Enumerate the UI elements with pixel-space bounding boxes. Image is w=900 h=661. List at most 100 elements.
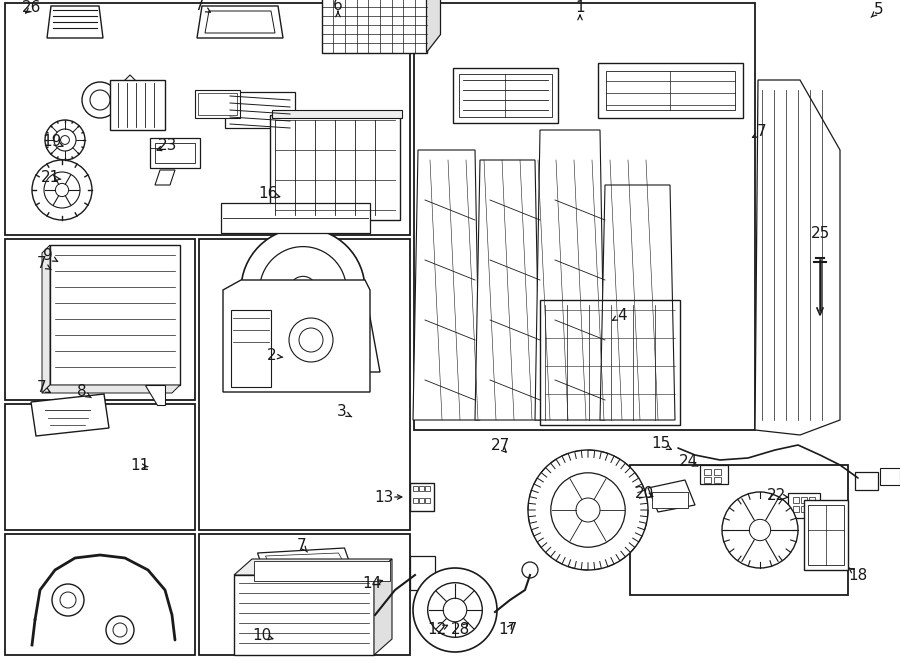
- Circle shape: [289, 318, 333, 362]
- Bar: [606, 71, 734, 110]
- Bar: [5, 3, 410, 235]
- Polygon shape: [205, 11, 275, 33]
- Bar: [5, 239, 195, 400]
- Bar: [254, 561, 390, 581]
- Text: 7: 7: [195, 0, 205, 13]
- Circle shape: [750, 520, 770, 541]
- Circle shape: [290, 276, 317, 303]
- Bar: [788, 493, 820, 518]
- Circle shape: [259, 247, 346, 333]
- Text: 2: 2: [267, 348, 277, 364]
- Bar: [809, 497, 815, 503]
- Polygon shape: [42, 385, 180, 393]
- Circle shape: [60, 592, 76, 608]
- Text: 6: 6: [333, 0, 343, 13]
- Circle shape: [106, 616, 134, 644]
- Text: 13: 13: [374, 490, 393, 504]
- Text: 22: 22: [768, 488, 787, 504]
- Polygon shape: [42, 245, 50, 393]
- Bar: [700, 465, 728, 484]
- Text: 27: 27: [491, 438, 509, 453]
- Text: 8: 8: [77, 385, 86, 399]
- Bar: [221, 203, 370, 233]
- Bar: [272, 110, 402, 118]
- Text: 7: 7: [297, 539, 307, 553]
- Bar: [410, 483, 434, 511]
- Bar: [199, 239, 410, 530]
- Circle shape: [113, 623, 127, 637]
- Bar: [321, 0, 427, 52]
- Circle shape: [54, 129, 76, 151]
- Circle shape: [722, 492, 798, 568]
- Circle shape: [428, 583, 482, 637]
- Text: 3: 3: [338, 405, 346, 420]
- Ellipse shape: [90, 90, 110, 110]
- Text: 11: 11: [130, 459, 149, 473]
- Bar: [453, 67, 557, 122]
- Bar: [809, 506, 815, 512]
- Bar: [804, 500, 848, 570]
- Bar: [704, 469, 711, 475]
- Circle shape: [413, 568, 497, 652]
- Circle shape: [299, 328, 323, 352]
- Circle shape: [52, 584, 84, 616]
- Text: 9: 9: [43, 249, 53, 264]
- Text: 14: 14: [363, 576, 382, 592]
- Bar: [155, 143, 195, 163]
- Polygon shape: [145, 385, 165, 405]
- Text: 19: 19: [42, 134, 62, 149]
- Bar: [801, 506, 807, 512]
- Circle shape: [44, 172, 80, 208]
- Bar: [414, 3, 755, 430]
- Circle shape: [522, 562, 538, 578]
- Polygon shape: [223, 280, 370, 392]
- Circle shape: [45, 120, 85, 160]
- Circle shape: [443, 598, 467, 622]
- Text: 7: 7: [757, 124, 767, 139]
- Text: 12: 12: [428, 623, 446, 637]
- Bar: [855, 472, 878, 490]
- Bar: [598, 63, 742, 118]
- Bar: [110, 80, 165, 130]
- Circle shape: [551, 473, 625, 547]
- Polygon shape: [31, 394, 109, 436]
- Text: 26: 26: [22, 1, 41, 15]
- Ellipse shape: [82, 82, 118, 118]
- Bar: [425, 498, 430, 503]
- Bar: [413, 486, 418, 491]
- Text: 1: 1: [575, 1, 585, 15]
- Bar: [5, 534, 195, 655]
- Text: 17: 17: [499, 623, 517, 637]
- Bar: [793, 497, 799, 503]
- Bar: [458, 73, 552, 116]
- Text: 25: 25: [810, 227, 830, 241]
- Text: 23: 23: [158, 139, 177, 153]
- Polygon shape: [257, 548, 353, 576]
- Bar: [630, 465, 848, 595]
- Bar: [540, 300, 680, 425]
- Bar: [425, 486, 430, 491]
- Circle shape: [241, 228, 365, 352]
- Circle shape: [60, 136, 69, 144]
- Polygon shape: [374, 559, 392, 655]
- Bar: [714, 477, 721, 483]
- Bar: [225, 92, 295, 128]
- Polygon shape: [266, 553, 346, 570]
- Text: 24: 24: [679, 455, 698, 469]
- Bar: [793, 506, 799, 512]
- Text: 16: 16: [258, 186, 278, 202]
- Bar: [704, 477, 711, 483]
- Bar: [714, 469, 721, 475]
- Polygon shape: [427, 0, 440, 52]
- Polygon shape: [475, 160, 540, 420]
- Bar: [50, 245, 180, 385]
- Bar: [231, 310, 271, 387]
- Bar: [808, 505, 844, 565]
- Circle shape: [528, 450, 648, 570]
- Text: 21: 21: [40, 171, 59, 186]
- Bar: [652, 492, 688, 508]
- Text: 28: 28: [450, 623, 470, 637]
- Polygon shape: [47, 6, 103, 38]
- Polygon shape: [535, 130, 605, 420]
- Circle shape: [32, 160, 92, 220]
